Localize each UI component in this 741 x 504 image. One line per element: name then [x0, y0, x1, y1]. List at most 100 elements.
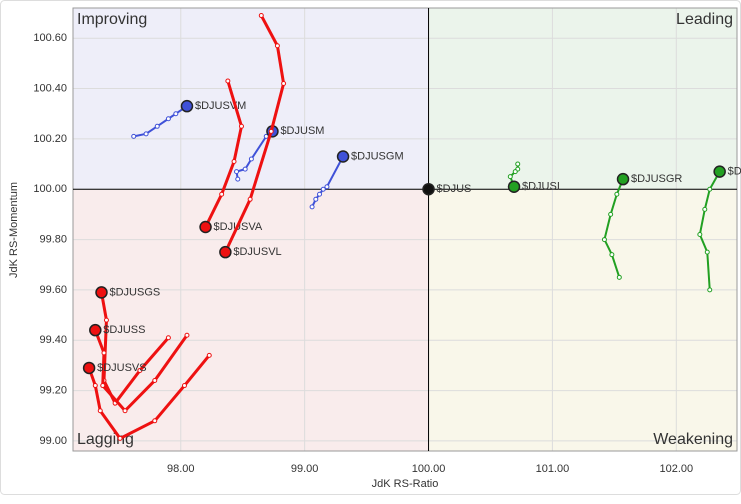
- x-tick-label: 98.00: [167, 463, 195, 475]
- tail-point: [181, 383, 187, 389]
- y-tick-label: 99.00: [39, 435, 67, 447]
- tail-point: [281, 81, 287, 87]
- tail-point: [309, 204, 315, 210]
- series-label: $DJUSVL: [233, 246, 281, 258]
- tail-point: [206, 352, 212, 358]
- series-label: $DJUSGR: [631, 173, 682, 185]
- series-label: $DJUSGL: [728, 166, 741, 178]
- tail-point: [242, 166, 248, 172]
- tail-point: [697, 232, 703, 238]
- series-label: $DJUSI: [522, 181, 560, 193]
- tail-point: [225, 78, 231, 84]
- plot-border: [72, 7, 738, 452]
- y-tick-label: 99.80: [39, 233, 67, 245]
- x-tick-label: 99.00: [291, 463, 319, 475]
- series-label: $DJUSGM: [351, 150, 404, 162]
- tail-point: [234, 169, 240, 175]
- tail-point: [507, 174, 513, 180]
- tail-point: [173, 111, 179, 117]
- tail-point: [131, 133, 137, 139]
- x-tick-label: 100.00: [412, 463, 446, 475]
- series-label: $DJUSGS: [109, 286, 160, 298]
- head-point: [82, 361, 96, 375]
- quadrant-label: Lagging: [77, 431, 134, 448]
- x-tick-label: 101.00: [536, 463, 570, 475]
- series-label: $DJUS: [437, 183, 472, 195]
- tail-point: [100, 383, 106, 389]
- quadrant-label: Weakening: [653, 431, 733, 448]
- y-tick-label: 100.40: [33, 82, 67, 94]
- tail-point: [702, 206, 708, 212]
- tail-point: [616, 274, 622, 280]
- head-point: [336, 150, 350, 163]
- tail-point: [515, 161, 521, 167]
- quadrant-label: Leading: [676, 11, 733, 28]
- y-tick-label: 100.60: [33, 32, 67, 44]
- tail-point: [601, 237, 607, 243]
- tail-point: [152, 418, 158, 424]
- tail-point: [274, 43, 280, 49]
- series-label: $DJUSS: [103, 324, 145, 336]
- tail-point: [165, 116, 171, 122]
- tail-point: [313, 196, 319, 202]
- x-axis-title: JdK RS-Ratio: [372, 478, 439, 490]
- tail-point: [184, 332, 190, 338]
- tail-point: [512, 169, 518, 175]
- head-point: [616, 172, 630, 186]
- head-point: [95, 286, 108, 299]
- tail: [93, 329, 189, 413]
- y-tick-label: 99.60: [39, 284, 67, 296]
- tail-point: [92, 383, 98, 389]
- tail-point: [165, 335, 171, 341]
- tail-point: [707, 287, 713, 293]
- tail-point: [609, 252, 615, 258]
- tail-point: [152, 378, 158, 384]
- quadrant: [428, 8, 737, 190]
- tail-point: [219, 191, 225, 197]
- head-point: [199, 220, 212, 234]
- series-label: $DJUSVS: [97, 362, 147, 374]
- tail-point: [117, 435, 123, 441]
- x-tick-label: 102.00: [659, 463, 693, 475]
- y-tick-label: 100.20: [33, 133, 67, 145]
- series-label: $DJUSVM: [195, 100, 246, 112]
- tail-point: [97, 408, 103, 414]
- tail-point: [704, 249, 710, 255]
- head-point: [713, 165, 726, 178]
- tail-point: [235, 176, 241, 182]
- tail-point: [154, 123, 160, 129]
- tail-point: [122, 408, 128, 414]
- head-point: [422, 182, 435, 196]
- y-axis-title: JdK RS-Momentum: [8, 182, 20, 278]
- tail-point: [231, 159, 237, 165]
- head-point: [219, 245, 232, 259]
- tail-point: [137, 367, 143, 373]
- tail-point: [248, 156, 254, 162]
- series-label: $DJUSM: [280, 125, 324, 137]
- quadrant-label: Improving: [77, 11, 147, 28]
- tail-point: [268, 128, 274, 134]
- tail-point: [247, 196, 253, 202]
- tail-point: [317, 191, 323, 197]
- y-tick-label: 100.00: [33, 183, 67, 195]
- tail: [224, 14, 286, 253]
- quadrant: [428, 189, 737, 451]
- tail-point: [101, 350, 107, 356]
- y-tick-label: 99.40: [39, 334, 67, 346]
- tail-point: [320, 186, 326, 192]
- tail-point: [258, 13, 264, 19]
- head-point: [89, 323, 102, 337]
- tail: [603, 178, 624, 278]
- tail: [698, 171, 721, 290]
- tail-point: [324, 184, 330, 190]
- tail-point: [707, 186, 713, 192]
- tail-point: [608, 211, 614, 217]
- quadrant: [73, 189, 429, 451]
- tail-point: [143, 131, 149, 137]
- tail-point: [103, 317, 109, 323]
- head-point: [180, 99, 194, 113]
- tail-point: [238, 123, 244, 129]
- tail-point: [614, 191, 620, 197]
